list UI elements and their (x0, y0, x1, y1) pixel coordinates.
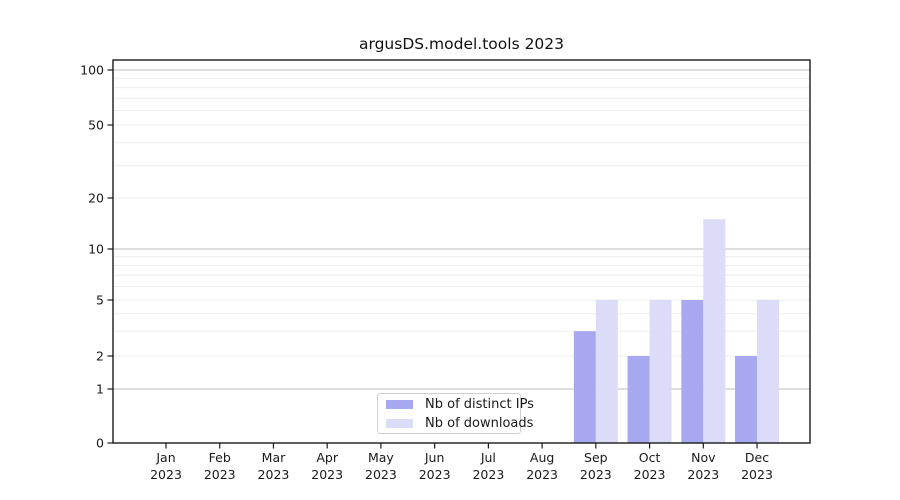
x-tick-label-year: 2023 (204, 467, 236, 482)
x-tick-label-year: 2023 (741, 467, 773, 482)
bar-distinct-ips-dec (735, 356, 758, 443)
y-tick-label: 20 (88, 190, 104, 205)
bar-distinct-ips-sep (573, 331, 596, 443)
y-tick-label: 10 (88, 241, 104, 256)
x-tick-label-year: 2023 (258, 467, 290, 482)
y-tick-label: 5 (96, 292, 104, 307)
bar-downloads-oct (649, 300, 672, 443)
legend-label-distinct-ips: Nb of distinct IPs (425, 396, 534, 412)
x-tick-label-month: Mar (262, 450, 286, 465)
x-tick-label-year: 2023 (150, 467, 182, 482)
x-tick-label-month: Jun (424, 450, 445, 465)
y-tick-label: 100 (80, 62, 104, 77)
y-tick-label: 50 (88, 117, 104, 132)
x-tick-label-year: 2023 (580, 467, 612, 482)
legend-label-downloads: Nb of downloads (425, 415, 534, 431)
x-tick-label-month: Apr (316, 450, 338, 465)
x-tick-label-year: 2023 (365, 467, 397, 482)
x-tick-label-month: Oct (639, 450, 661, 465)
bar-distinct-ips-nov (681, 300, 704, 443)
x-tick-label-month: Aug (530, 450, 554, 465)
bar-downloads-nov (703, 219, 726, 443)
x-tick-label-month: Nov (691, 450, 716, 465)
x-tick-label-year: 2023 (419, 467, 451, 482)
x-tick-label-month: May (368, 450, 394, 465)
legend-swatch-distinct-ips (386, 399, 413, 409)
x-tick-label-year: 2023 (634, 467, 666, 482)
bar-distinct-ips-oct (627, 356, 650, 443)
legend-entry-distinct-ips: Nb of distinct IPs (386, 397, 534, 412)
x-tick-label-month: Jan (155, 450, 175, 465)
x-tick-label-year: 2023 (526, 467, 558, 482)
x-tick-label-year: 2023 (472, 467, 504, 482)
legend-entry-downloads: Nb of downloads (386, 416, 533, 431)
x-tick-label-month: Sep (584, 450, 608, 465)
legend: Nb of distinct IPs Nb of downloads (377, 393, 534, 434)
x-tick-label-year: 2023 (687, 467, 719, 482)
legend-swatch-downloads (386, 418, 413, 428)
x-tick-label-month: Dec (745, 450, 769, 465)
y-tick-label: 2 (96, 348, 104, 363)
chart-title: argusDS.model.tools 2023 (358, 35, 565, 53)
x-tick-label-month: Jul (480, 450, 496, 465)
y-tick-label: 0 (96, 435, 104, 450)
bar-downloads-sep (595, 300, 618, 443)
y-tick-label: 1 (96, 381, 104, 396)
bar-downloads-dec (757, 300, 780, 443)
x-tick-label-year: 2023 (311, 467, 343, 482)
x-tick-label-month: Feb (209, 450, 231, 465)
axes-spines (112, 59, 811, 444)
